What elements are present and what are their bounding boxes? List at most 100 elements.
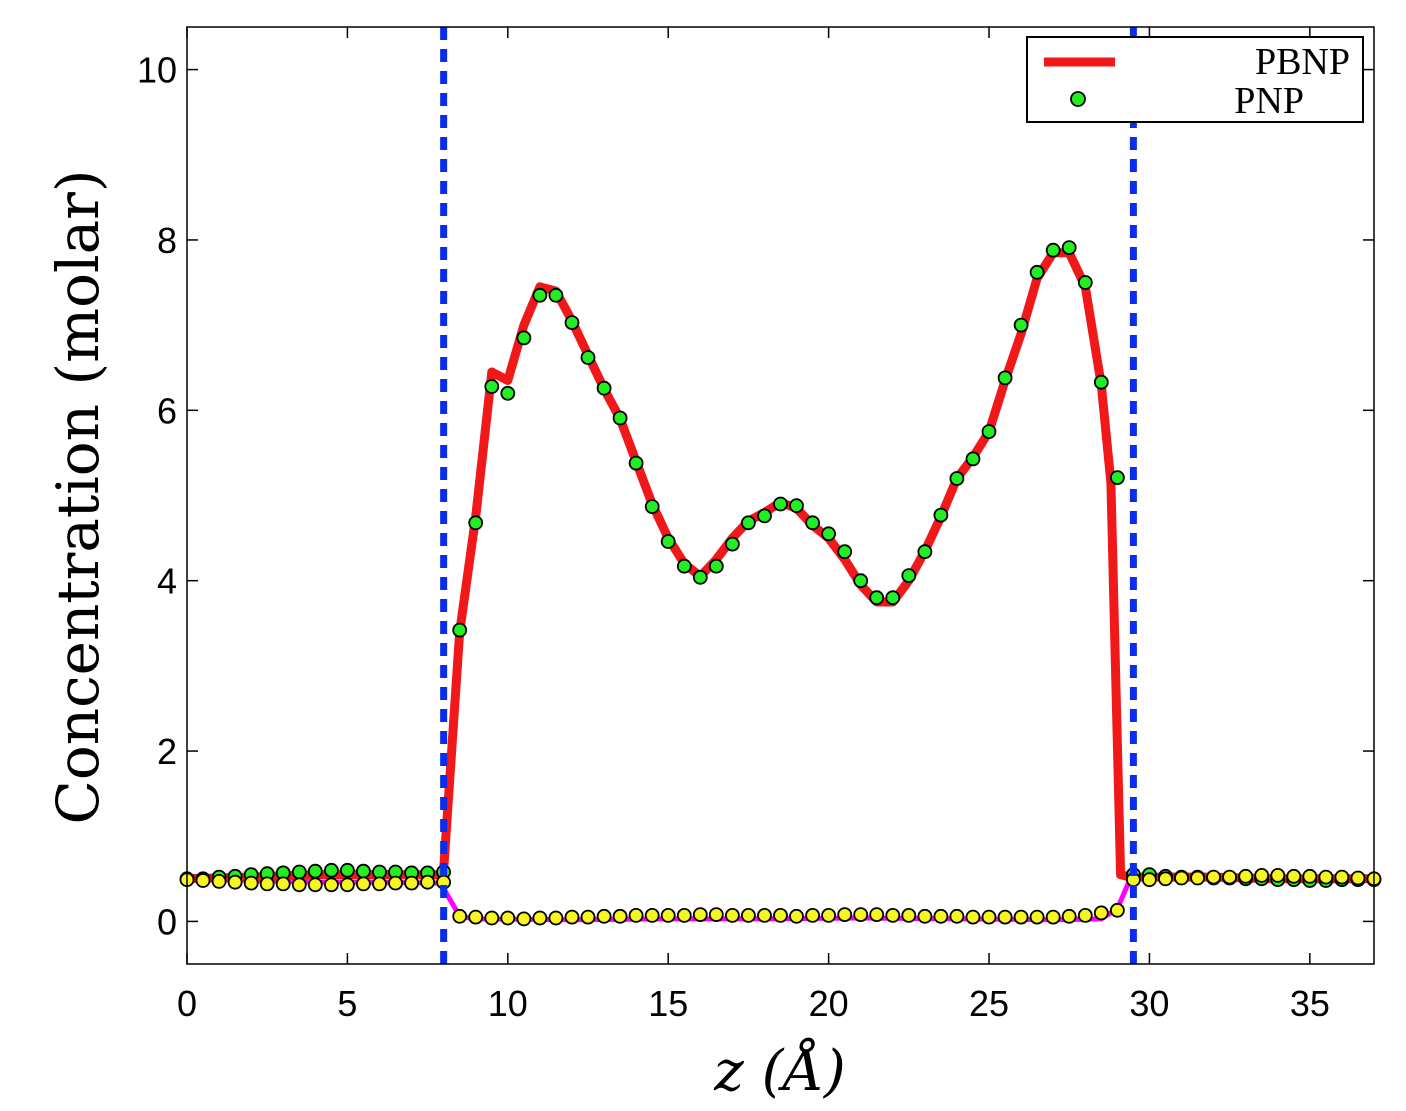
data-point [676, 908, 692, 923]
data-point [388, 875, 403, 891]
data-point [949, 471, 965, 486]
data-point [548, 287, 564, 303]
data-point [452, 908, 468, 924]
data-point [372, 876, 387, 892]
data-point [1093, 905, 1109, 921]
legend: PBNP PNP [1026, 36, 1364, 123]
x-tick-label: 0 [177, 983, 197, 1024]
data-point [981, 909, 997, 925]
data-point [741, 515, 756, 531]
data-point [660, 534, 676, 549]
data-point [885, 908, 901, 923]
data-point [837, 544, 853, 560]
data-point [1158, 871, 1173, 887]
data-point [195, 873, 211, 888]
y-tick-label: 10 [137, 50, 177, 91]
x-tick-label: 30 [1129, 983, 1169, 1024]
x-tick-label: 25 [969, 983, 1009, 1024]
data-point [580, 909, 596, 925]
data-point [516, 911, 532, 927]
data-point [949, 908, 965, 924]
data-point [1270, 868, 1286, 883]
y-tick-label: 2 [157, 731, 177, 772]
data-point [917, 544, 933, 560]
data-point [468, 909, 484, 925]
data-point [355, 863, 371, 879]
data-point [355, 876, 371, 892]
data-point [596, 380, 612, 396]
data-point [1077, 908, 1093, 923]
data-point [1286, 868, 1302, 884]
data-point [1318, 869, 1334, 885]
data-point [644, 908, 660, 923]
legend-label-pbnp: PBNP [1255, 41, 1350, 83]
data-point [1013, 909, 1029, 925]
data-point [1045, 242, 1061, 258]
data-point [965, 909, 981, 925]
y-tick-label: 0 [157, 901, 177, 942]
data-point [243, 875, 259, 891]
data-point [917, 908, 933, 924]
x-tick-label: 5 [337, 983, 357, 1024]
data-point [805, 908, 820, 923]
data-point [1238, 868, 1254, 884]
data-point [821, 526, 836, 542]
data-point [725, 908, 740, 923]
legend-box [1026, 36, 1364, 123]
series-markers-pnp-anion [179, 868, 1382, 927]
data-point [548, 910, 564, 926]
data-point [901, 908, 917, 923]
data-point [307, 863, 323, 879]
data-point [1206, 869, 1221, 885]
data-point [1350, 870, 1366, 886]
data-point [660, 908, 676, 923]
y-tick-label: 8 [157, 220, 177, 261]
data-point [484, 379, 500, 394]
series-layer [179, 240, 1382, 927]
data-point [869, 590, 885, 606]
data-point [901, 568, 917, 583]
data-point [789, 498, 804, 514]
boundary-lines [440, 27, 1137, 964]
plot-area [187, 27, 1374, 964]
data-point [1061, 240, 1077, 256]
data-point [1142, 872, 1157, 888]
data-point [837, 907, 853, 922]
data-point [965, 451, 981, 467]
data-point [933, 908, 949, 924]
data-point [644, 499, 660, 515]
data-point [227, 874, 243, 890]
data-point [468, 515, 484, 531]
data-point [628, 455, 644, 471]
data-point [692, 569, 708, 585]
data-point [1254, 868, 1270, 883]
x-tick-label: 20 [809, 983, 849, 1024]
data-point [869, 907, 885, 922]
data-point [789, 908, 804, 924]
data-point [1190, 870, 1205, 886]
data-point [708, 558, 724, 574]
data-point [339, 877, 355, 893]
data-point [1045, 909, 1061, 925]
data-point [1029, 264, 1045, 280]
data-point [564, 909, 580, 925]
data-point [420, 874, 436, 890]
data-point [564, 315, 580, 331]
data-point [628, 908, 644, 923]
x-axis-title: z (Å) [713, 1037, 845, 1104]
data-point [580, 350, 596, 365]
data-point [612, 908, 628, 924]
data-point [885, 590, 901, 606]
data-point [500, 910, 516, 926]
data-point [773, 908, 788, 923]
data-point [307, 877, 323, 893]
data-point [1077, 275, 1093, 290]
data-point [997, 370, 1013, 386]
data-point [1029, 909, 1045, 925]
data-point [821, 908, 836, 923]
legend-swatch-pnp [1070, 91, 1086, 107]
data-point [259, 876, 275, 892]
data-point [1061, 908, 1077, 924]
data-point [323, 862, 339, 878]
